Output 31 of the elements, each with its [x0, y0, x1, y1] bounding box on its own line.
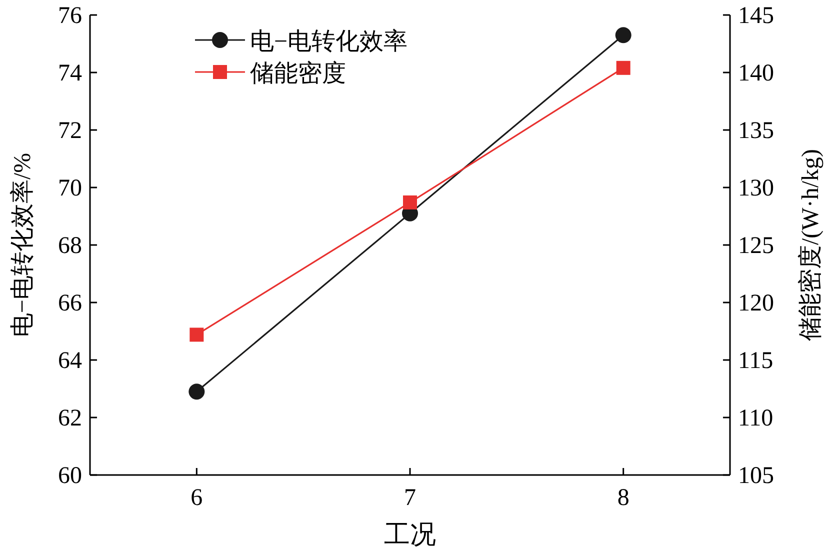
- point: [188, 384, 205, 400]
- legend-label: 储能密度: [250, 60, 346, 87]
- x-tick-label: 7: [404, 485, 416, 511]
- y2-tick-label: 130: [738, 176, 774, 202]
- y2-tick-label: 125: [738, 233, 774, 259]
- y-tick-label: 72: [58, 118, 82, 144]
- legend-label: 电−电转化效率: [250, 28, 408, 55]
- y-tick-label: 64: [58, 348, 82, 374]
- x-axis-title: 工况: [384, 520, 436, 549]
- y2-tick-label: 145: [738, 3, 774, 29]
- point: [403, 195, 417, 210]
- y-tick-label: 76: [58, 3, 82, 29]
- x-tick-label: 8: [617, 485, 630, 511]
- x-tick-label: 6: [190, 485, 203, 511]
- y-tick-label: 70: [58, 176, 82, 202]
- y2-tick-label: 135: [738, 118, 774, 144]
- y2-tick-label: 105: [738, 463, 774, 489]
- y-tick-label: 68: [58, 233, 82, 259]
- point: [190, 328, 204, 342]
- point: [616, 60, 630, 75]
- y-tick-label: 74: [58, 60, 82, 86]
- y2-axis-title: 储能密度/(W·h/kg): [797, 149, 824, 341]
- y2-tick-label: 120: [738, 290, 774, 316]
- y-tick-label: 60: [58, 463, 82, 489]
- y2-tick-label: 115: [738, 348, 774, 374]
- y2-tick-label: 140: [738, 60, 774, 86]
- y-tick-label: 62: [58, 406, 82, 432]
- point: [615, 27, 632, 44]
- y-tick-label: 66: [58, 290, 82, 316]
- y2-tick-label: 110: [738, 406, 774, 432]
- y-axis-title: 电−电转化效率/%: [9, 152, 36, 338]
